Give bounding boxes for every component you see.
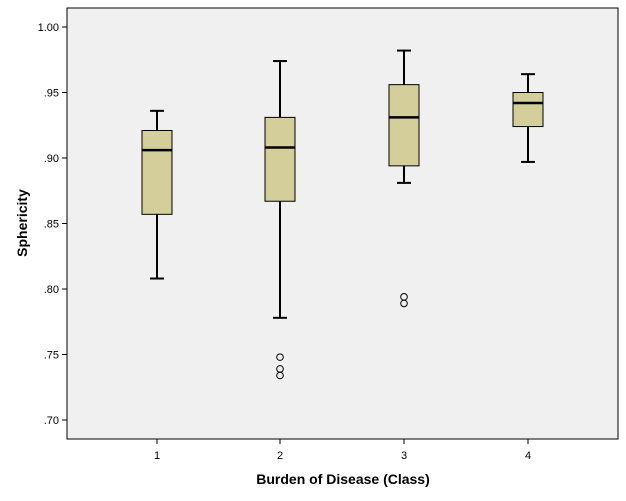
iqr-box xyxy=(264,116,296,202)
box-group-3 xyxy=(388,49,420,308)
box-group-1 xyxy=(141,109,173,280)
x-axis: 1 2 3 4 xyxy=(154,439,531,462)
y-tick-label: .85 xyxy=(44,219,59,231)
y-tick-label: .95 xyxy=(44,88,59,100)
x-tick-label: 1 xyxy=(154,450,160,462)
y-tick-label: .70 xyxy=(44,415,59,427)
boxes-group xyxy=(141,49,544,380)
y-tick-label: .80 xyxy=(44,284,59,296)
x-tick-label: 4 xyxy=(525,450,531,462)
y-tick-label: .75 xyxy=(44,350,59,362)
box-group-2 xyxy=(264,60,296,380)
x-tick-label: 3 xyxy=(401,450,407,462)
iqr-box xyxy=(141,129,173,215)
outlier-point xyxy=(276,353,284,361)
box-group-4 xyxy=(512,73,544,163)
y-axis-title: Sphericity xyxy=(14,189,30,257)
iqr-box xyxy=(512,92,544,128)
iqr-box xyxy=(388,84,420,167)
y-tick-label: .90 xyxy=(44,153,59,165)
y-axis: .70 .75 .80 .85 .90 .95 1.00 xyxy=(38,22,67,427)
y-tick-label: 1.00 xyxy=(38,22,59,34)
outlier-point xyxy=(276,371,284,380)
x-tick-label: 2 xyxy=(277,450,283,462)
x-axis-title: Burden of Disease (Class) xyxy=(256,471,430,487)
outlier-point xyxy=(400,299,408,308)
plot-area xyxy=(66,7,619,440)
